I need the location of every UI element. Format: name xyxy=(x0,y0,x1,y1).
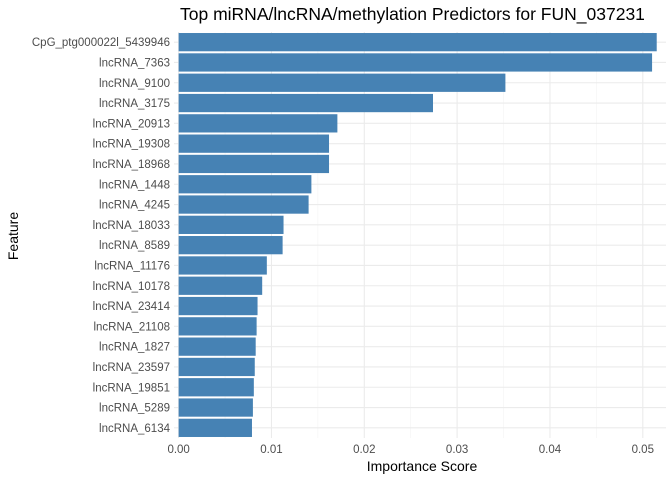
x-axis-title: Importance Score xyxy=(367,458,478,474)
y-tick-label: lncRNA_1448 xyxy=(99,179,170,191)
y-tick-label: lncRNA_9100 xyxy=(99,78,170,90)
bar xyxy=(178,154,330,174)
bar xyxy=(178,175,312,194)
y-tick-label: lncRNA_18033 xyxy=(93,220,170,232)
y-tick-label: lncRNA_21108 xyxy=(93,321,170,333)
y-tick-label: lncRNA_10178 xyxy=(93,281,170,293)
y-tick-label: lncRNA_3175 xyxy=(99,98,170,110)
bar xyxy=(178,317,257,336)
x-tick-label: 0.02 xyxy=(353,444,375,456)
x-tick-label: 0.00 xyxy=(167,444,189,456)
y-tick-label: CpG_ptg000022l_5439946 xyxy=(32,37,170,49)
y-tick-label: lncRNA_11176 xyxy=(94,260,170,272)
bar xyxy=(178,114,338,133)
y-tick-label: lncRNA_19308 xyxy=(93,139,170,151)
bar xyxy=(178,215,284,234)
y-tick-label: lncRNA_5289 xyxy=(99,403,170,415)
y-tick-label: lncRNA_7363 xyxy=(99,57,170,69)
bar xyxy=(178,256,267,275)
y-tick-label: lncRNA_4245 xyxy=(99,200,170,212)
x-tick-label: 0.01 xyxy=(260,444,282,456)
y-axis-ticks: CpG_ptg000022l_5439946 lncRNA_7363 lncRNA_… xyxy=(32,37,171,435)
y-tick-label: lncRNA_19851 xyxy=(93,382,170,394)
bar xyxy=(178,357,255,377)
bars xyxy=(178,33,657,437)
bar xyxy=(178,296,258,316)
x-tick-label: 0.04 xyxy=(539,444,562,456)
chart-title: Top miRNA/lncRNA/methylation Predictors … xyxy=(180,4,645,25)
y-tick-label: lncRNA_6134 xyxy=(99,423,171,435)
bar xyxy=(178,134,330,153)
y-tick-label: lncRNA_1827 xyxy=(99,342,170,354)
y-tick-label: lncRNA_23414 xyxy=(93,301,171,313)
bar xyxy=(178,337,256,356)
y-tick-label: lncRNA_8589 xyxy=(99,240,170,252)
y-tick-label: lncRNA_20913 xyxy=(93,118,170,130)
bar xyxy=(178,378,254,397)
bar xyxy=(178,236,283,255)
bar xyxy=(178,33,657,52)
bar xyxy=(178,93,433,113)
bar xyxy=(178,276,263,295)
x-tick-label: 0.03 xyxy=(446,444,468,456)
bar xyxy=(178,53,653,72)
bar xyxy=(178,195,309,214)
y-tick-label: lncRNA_23597 xyxy=(93,362,170,374)
y-tick-label: lncRNA_18968 xyxy=(93,159,170,171)
bar xyxy=(178,418,252,437)
grid xyxy=(174,32,666,438)
bar xyxy=(178,73,506,92)
bar xyxy=(178,398,253,417)
x-tick-label: 0.05 xyxy=(632,444,654,456)
x-axis-ticks: 0.00 0.01 0.02 0.03 0.04 0.05 xyxy=(167,444,654,456)
y-axis-title: Feature xyxy=(5,212,21,260)
